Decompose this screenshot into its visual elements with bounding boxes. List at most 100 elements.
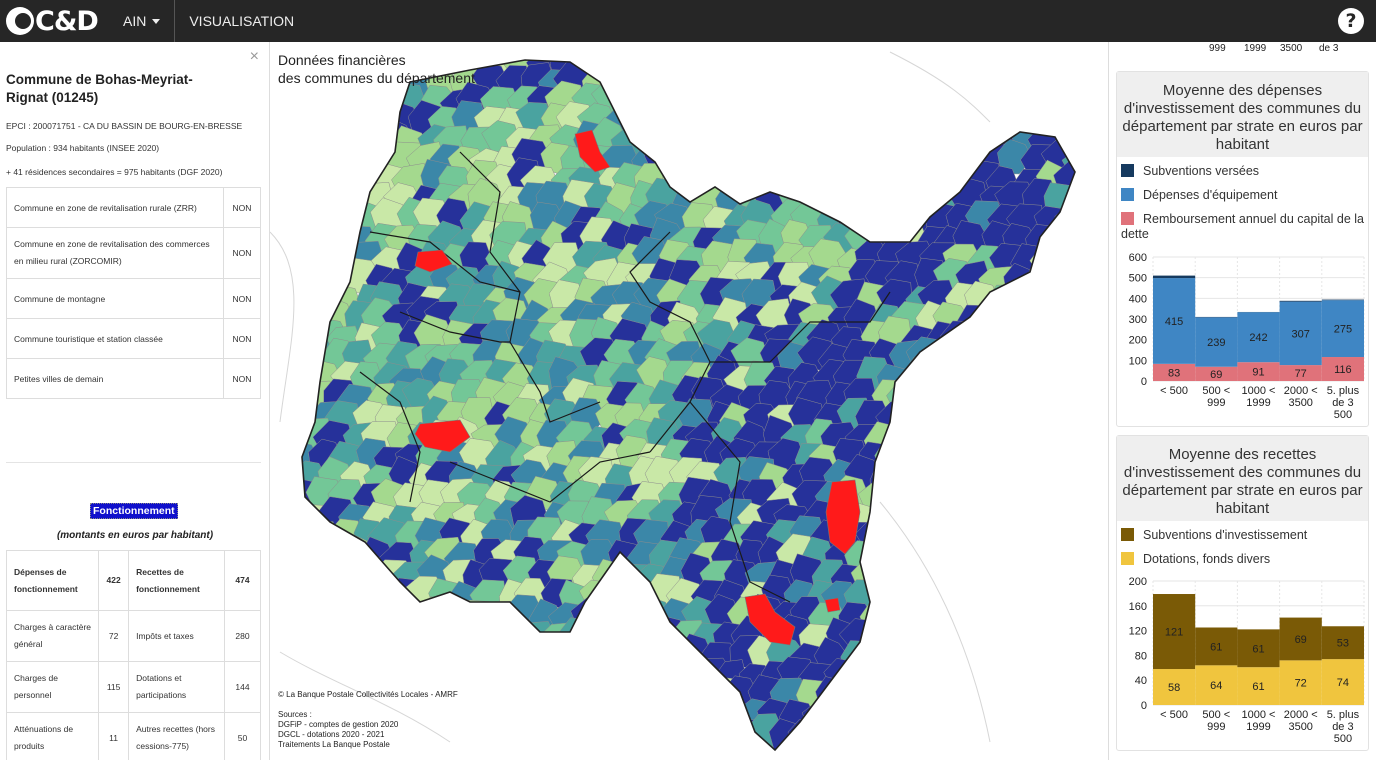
commune-polygon[interactable]: [801, 137, 837, 179]
commune-polygon[interactable]: [494, 656, 535, 695]
commune-polygon[interactable]: [581, 697, 618, 735]
commune-polygon[interactable]: [1081, 167, 1108, 202]
commune-polygon[interactable]: [1097, 43, 1108, 80]
commune-polygon[interactable]: [626, 59, 667, 97]
close-icon[interactable]: ×: [249, 48, 259, 65]
commune-polygon[interactable]: [927, 695, 967, 732]
commune-polygon[interactable]: [1035, 557, 1069, 594]
commune-polygon[interactable]: [1033, 364, 1071, 397]
commune-polygon[interactable]: [964, 516, 1006, 555]
commune-polygon[interactable]: [868, 502, 907, 538]
commune-polygon[interactable]: [275, 542, 312, 576]
commune-polygon[interactable]: [270, 617, 295, 652]
commune-polygon[interactable]: [1010, 319, 1048, 355]
commune-polygon[interactable]: [636, 718, 674, 751]
commune-polygon[interactable]: [629, 699, 662, 735]
commune-polygon[interactable]: [1005, 364, 1045, 398]
commune-polygon[interactable]: [342, 621, 380, 658]
commune-polygon[interactable]: [882, 43, 918, 78]
commune-polygon[interactable]: [667, 698, 706, 735]
commune-polygon[interactable]: [832, 42, 872, 75]
commune-polygon[interactable]: [872, 695, 908, 732]
commune-polygon[interactable]: [1008, 634, 1042, 670]
commune-polygon[interactable]: [1033, 46, 1074, 84]
commune-polygon[interactable]: [856, 636, 892, 670]
commune-polygon[interactable]: [288, 518, 325, 558]
commune-polygon[interactable]: [835, 84, 874, 118]
commune-polygon[interactable]: [367, 612, 403, 653]
commune-polygon[interactable]: [339, 660, 382, 694]
commune-polygon[interactable]: [934, 62, 975, 97]
commune-polygon[interactable]: [965, 597, 1002, 632]
commune-polygon[interactable]: [920, 126, 960, 163]
commune-polygon[interactable]: [838, 679, 878, 716]
commune-polygon[interactable]: [1080, 401, 1108, 434]
commune-polygon[interactable]: [1013, 401, 1052, 437]
commune-polygon[interactable]: [296, 180, 333, 218]
commune-polygon[interactable]: [1000, 338, 1035, 378]
commune-polygon[interactable]: [1022, 298, 1063, 333]
bar-segment[interactable]: [1321, 626, 1364, 660]
commune-polygon[interactable]: [1038, 419, 1078, 457]
commune-polygon[interactable]: [999, 617, 1040, 651]
commune-polygon[interactable]: [330, 124, 368, 159]
commune-polygon[interactable]: [660, 123, 697, 158]
commune-polygon[interactable]: [908, 504, 946, 538]
commune-polygon[interactable]: [942, 472, 977, 514]
commune-polygon[interactable]: [310, 125, 351, 162]
commune-polygon[interactable]: [821, 66, 858, 106]
commune-polygon[interactable]: [1006, 376, 1040, 416]
commune-polygon[interactable]: [270, 121, 304, 158]
commune-polygon[interactable]: [284, 243, 322, 282]
commune-polygon[interactable]: [352, 559, 387, 599]
commune-polygon[interactable]: [1078, 84, 1108, 121]
commune-polygon[interactable]: [778, 103, 819, 137]
commune-polygon[interactable]: [1046, 340, 1083, 375]
commune-polygon[interactable]: [920, 441, 954, 481]
commune-polygon[interactable]: [642, 697, 685, 736]
commune-polygon[interactable]: [982, 419, 1016, 457]
commune-polygon[interactable]: [1043, 59, 1083, 96]
commune-polygon[interactable]: [762, 42, 795, 64]
commune-polygon[interactable]: [626, 98, 661, 138]
commune-polygon[interactable]: [982, 105, 1015, 137]
commune-polygon[interactable]: [998, 42, 1041, 64]
commune-polygon[interactable]: [920, 478, 959, 520]
commune-polygon[interactable]: [956, 417, 993, 453]
commune-polygon[interactable]: [1035, 639, 1070, 676]
commune-polygon[interactable]: [987, 680, 1023, 716]
commune-polygon[interactable]: [398, 635, 434, 669]
commune-polygon[interactable]: [1084, 104, 1108, 139]
highlighted-commune[interactable]: [825, 479, 861, 555]
commune-polygon[interactable]: [902, 519, 939, 555]
commune-polygon[interactable]: [717, 139, 752, 179]
commune-polygon[interactable]: [1071, 203, 1107, 241]
commune-polygon[interactable]: [312, 656, 354, 695]
commune-polygon[interactable]: [780, 42, 815, 54]
commune-polygon[interactable]: [513, 658, 554, 692]
commune-polygon[interactable]: [704, 717, 746, 753]
commune-polygon[interactable]: [826, 42, 859, 55]
commune-polygon[interactable]: [486, 678, 524, 711]
commune-polygon[interactable]: [709, 697, 747, 734]
commune-polygon[interactable]: [481, 713, 518, 749]
commune-polygon[interactable]: [918, 159, 954, 198]
commune-polygon[interactable]: [566, 678, 609, 714]
commune-polygon[interactable]: [1068, 542, 1103, 581]
commune-polygon[interactable]: [824, 696, 862, 734]
commune-polygon[interactable]: [270, 562, 300, 598]
commune-polygon[interactable]: [290, 576, 331, 610]
commune-polygon[interactable]: [1094, 400, 1108, 438]
commune-polygon[interactable]: [463, 641, 500, 677]
commune-polygon[interactable]: [1061, 576, 1102, 613]
commune-polygon[interactable]: [357, 583, 397, 619]
commune-polygon[interactable]: [428, 621, 465, 659]
bar-segment[interactable]: [1153, 669, 1196, 705]
commune-polygon[interactable]: [989, 358, 1030, 398]
commune-polygon[interactable]: [270, 635, 303, 671]
commune-polygon[interactable]: [1001, 537, 1041, 572]
commune-polygon[interactable]: [1090, 147, 1108, 179]
commune-polygon[interactable]: [789, 120, 828, 161]
highlighted-commune[interactable]: [414, 249, 453, 273]
commune-polygon[interactable]: [340, 581, 380, 620]
